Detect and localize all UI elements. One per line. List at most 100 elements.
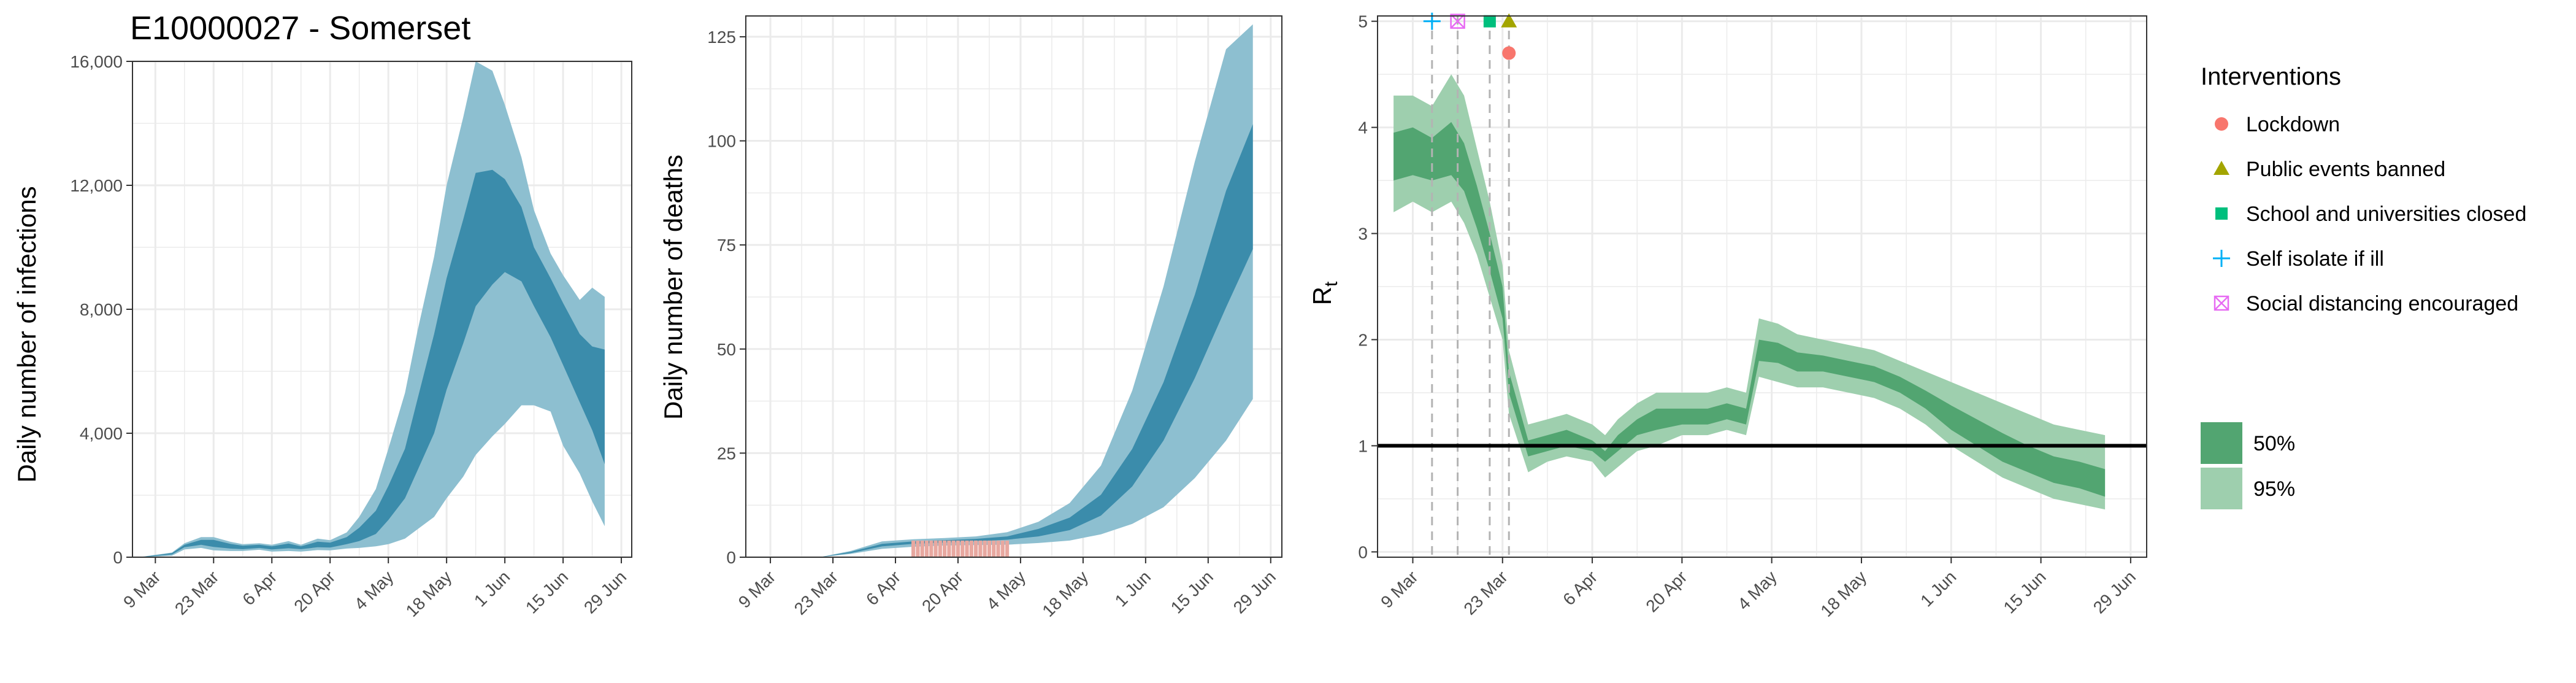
- x-tick-label: 15 Jun: [1167, 567, 1217, 617]
- plot-frame: [1377, 15, 2147, 558]
- observed-death-bar: [969, 540, 973, 557]
- band-50-area: [1393, 122, 2106, 497]
- x-tick-label: 23 Mar: [171, 567, 223, 619]
- x-stroke: [2214, 296, 2229, 311]
- y-tick-label: 12,000: [70, 176, 123, 195]
- deaths-panel: Daily number of deaths 0 25 50 75 100 125 9 Ma…: [659, 15, 1282, 620]
- observed-death-bar: [924, 540, 929, 557]
- x-tick-label: 20 Apr: [1642, 567, 1690, 615]
- y-tick-label: 8,000: [80, 300, 123, 319]
- x-tick-label: 29 Jun: [580, 567, 630, 617]
- observed-death-bar: [920, 540, 924, 557]
- observed-death-bar: [1005, 540, 1010, 557]
- y-tick-label: 4,000: [80, 424, 123, 443]
- observed-death-bar: [973, 540, 978, 557]
- intervention-marker-boxed-x: [1450, 14, 1465, 29]
- x-tick-label: 20 Apr: [918, 567, 967, 615]
- x-stroke: [1450, 14, 1465, 29]
- x-tick-label: 4 May: [983, 567, 1029, 614]
- legend-marker-square: [2215, 207, 2228, 220]
- panel-title: E10000027 - Somerset: [130, 10, 470, 47]
- observed-death-bar: [929, 540, 933, 557]
- intervention-marker-circle: [1502, 46, 1516, 60]
- y-axis-title: Daily number of deaths: [659, 155, 688, 420]
- observed-death-bar: [960, 540, 965, 557]
- y-tick-label: 1: [1358, 436, 1368, 455]
- legend-swatch-95: [2201, 468, 2242, 509]
- y-axis-title: Rt: [1308, 281, 1341, 305]
- observed-death-bar: [987, 540, 992, 557]
- observed-death-bar: [965, 540, 969, 557]
- observed-death-bar: [992, 540, 996, 557]
- x-tick-label: 20 Apr: [290, 567, 339, 615]
- box-stroke: [2214, 295, 2229, 311]
- y-axis-title-main: R: [1308, 287, 1336, 305]
- y-tick-label: 0: [726, 548, 736, 567]
- observed-death-bar: [978, 540, 983, 557]
- y-tick-label: 3: [1358, 225, 1368, 244]
- x-tick-label: 9 Mar: [1377, 567, 1422, 612]
- observed-death-bar: [956, 540, 960, 557]
- y-tick-label: 16,000: [70, 52, 123, 71]
- y-axis-title-subscript: t: [1321, 281, 1341, 287]
- x-tick-label: 29 Jun: [1230, 567, 1279, 617]
- observed-death-bar: [911, 540, 916, 557]
- x-tick-label: 6 Apr: [862, 567, 904, 609]
- band-50-area: [143, 169, 605, 557]
- x-tick-label: 6 Apr: [239, 567, 280, 609]
- y-axis-title: Daily number of infections: [12, 186, 41, 482]
- band-95-area: [757, 24, 1253, 558]
- y-tick-label: 5: [1358, 12, 1368, 31]
- box-stroke: [1450, 14, 1465, 29]
- observed-death-bar: [943, 540, 947, 557]
- observed-death-bar: [916, 540, 920, 557]
- legend-label: Lockdown: [2246, 113, 2340, 136]
- x-tick-label: 1 Jun: [470, 567, 513, 610]
- x-tick-label: 1 Jun: [1917, 567, 1960, 610]
- x-tick-label: 18 May: [1038, 567, 1092, 620]
- y-tick-label: 125: [707, 28, 736, 47]
- legend-label: Public events banned: [2246, 158, 2445, 181]
- legend-marker-circle: [2215, 117, 2228, 131]
- intervention-marker-square: [1483, 15, 1496, 28]
- x-tick-label: 1 Jun: [1111, 567, 1154, 610]
- y-tick-label: 0: [1358, 542, 1368, 561]
- plot-frame: [745, 15, 1282, 558]
- legend-marker-plus: [2213, 250, 2230, 267]
- legend-label: Social distancing encouraged: [2246, 292, 2518, 315]
- y-tick-label: 100: [707, 132, 736, 151]
- intervention-marker-plus: [1423, 12, 1441, 30]
- x-tick-label: 23 Mar: [1460, 567, 1511, 619]
- legend-label: Self isolate if ill: [2246, 247, 2384, 271]
- x-tick-label: 15 Jun: [522, 567, 572, 617]
- x-tick-label: 9 Mar: [120, 567, 164, 612]
- x-tick-label: 6 Apr: [1559, 567, 1601, 609]
- x-tick-label: 29 Jun: [2090, 567, 2139, 617]
- observed-death-bar: [1000, 540, 1005, 557]
- x-tick-label: 18 May: [402, 567, 456, 620]
- legend-title: Interventions: [2201, 63, 2341, 90]
- observed-death-bar: [933, 540, 938, 557]
- y-tick-label: 2: [1358, 330, 1368, 349]
- rt-panel: Rt 0 1 2 3 4 5 9 Mar 23 Mar 6 Apr 20 Apr 4 May 18 M…: [1308, 12, 2147, 620]
- observed-death-bar: [938, 540, 942, 557]
- x-tick-label: 23 Mar: [791, 567, 842, 619]
- x-tick-label: 4 May: [351, 567, 397, 614]
- intervention-marker-triangle: [1501, 13, 1517, 28]
- infections-panel: E10000027 - Somerset Daily number of inf…: [12, 10, 632, 620]
- x-tick-label: 4 May: [1734, 567, 1781, 614]
- x-tick-label: 9 Mar: [735, 567, 780, 612]
- observed-death-bar: [947, 540, 951, 557]
- legend-swatch-50: [2201, 422, 2242, 464]
- y-tick-label: 75: [717, 236, 736, 255]
- x-tick-label: 18 May: [1817, 567, 1870, 620]
- observed-death-bar: [983, 540, 987, 557]
- y-tick-label: 50: [717, 340, 736, 359]
- observed-death-bar: [996, 540, 1000, 557]
- legend-label: 50%: [2253, 432, 2295, 455]
- legend-marker-boxed-x: [2214, 295, 2229, 311]
- y-tick-label: 0: [113, 548, 123, 567]
- y-tick-label: 4: [1358, 118, 1368, 137]
- observed-death-bar: [951, 540, 956, 557]
